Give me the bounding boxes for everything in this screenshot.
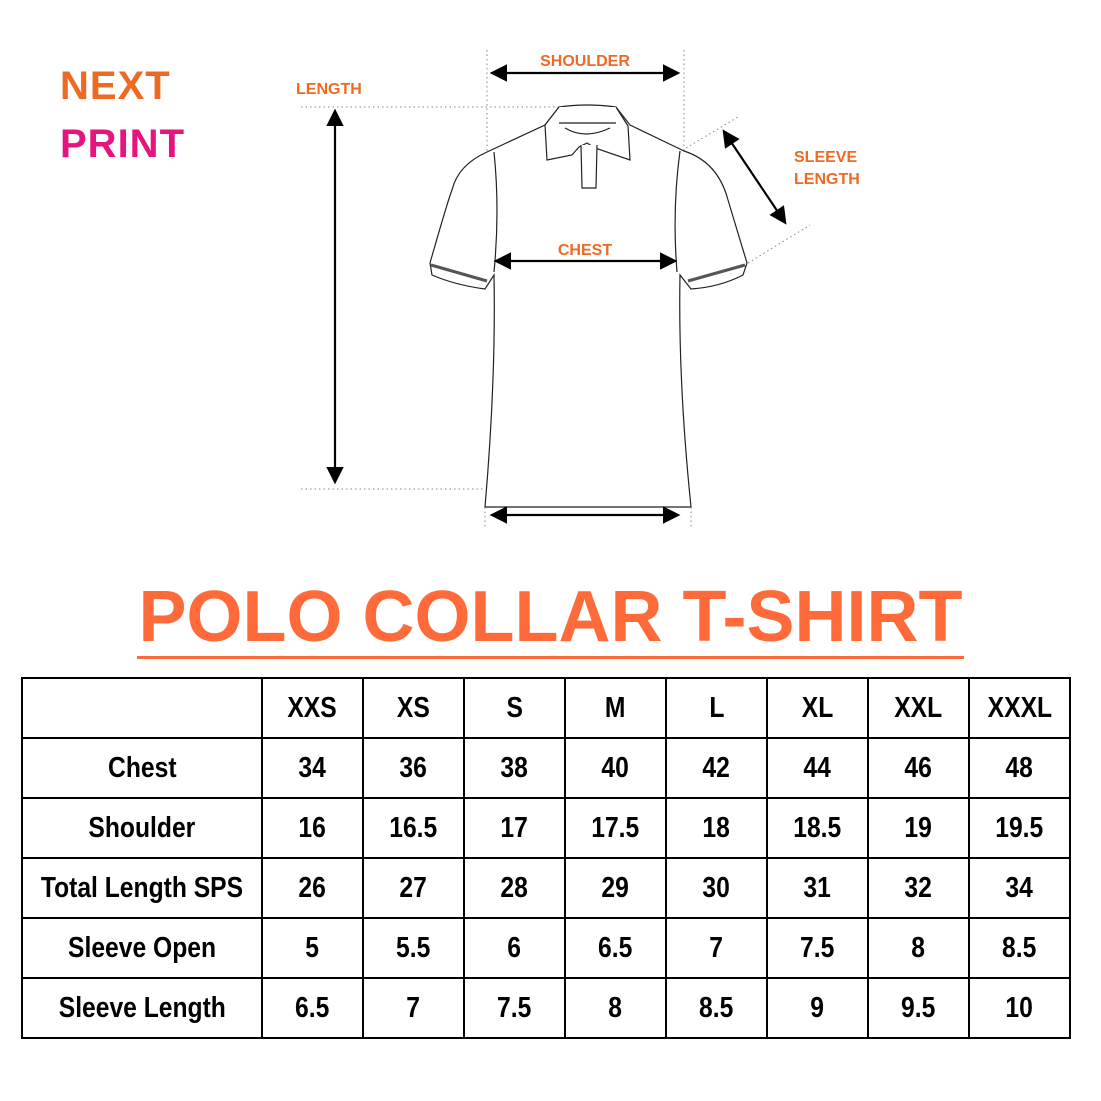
size-chart-table: XXS XS S M L XL XXL XXXL Chest 34 36 38 40 42… <box>21 677 1071 1039</box>
row-label: Chest <box>21 737 263 799</box>
table-cell: 46 <box>866 737 970 799</box>
table-cell: 6.5 <box>563 917 667 979</box>
table-cell: 5.5 <box>361 917 465 979</box>
guide-lines <box>301 50 811 528</box>
shirt-diagram: LENGTH SHOULDER CHEST SLEEVE LENGTH <box>296 50 860 528</box>
table-cell: 32 <box>866 857 970 919</box>
table-cell: 34 <box>260 737 364 799</box>
table-row: Sleeve Length 6.5 7 7.5 8 8.5 9 9.5 10 <box>21 977 1071 1039</box>
size-header: XS <box>361 677 465 739</box>
table-cell: 6 <box>462 917 566 979</box>
table-cell: 7 <box>361 977 465 1039</box>
table-cell: 18 <box>664 797 768 859</box>
table-cell: 18.5 <box>765 797 869 859</box>
table-cell: 36 <box>361 737 465 799</box>
table-cell: 19 <box>866 797 970 859</box>
table-cell: 9 <box>765 977 869 1039</box>
table-cell: 7.5 <box>765 917 869 979</box>
table-cell: 27 <box>361 857 465 919</box>
shirt-outline <box>429 104 748 508</box>
table-cell: 19.5 <box>967 797 1071 859</box>
table-cell: 10 <box>967 977 1071 1039</box>
table-row: Total Length SPS 26 27 28 29 30 31 32 34 <box>21 857 1071 919</box>
size-header: L <box>664 677 768 739</box>
row-label: Total Length SPS <box>21 857 263 919</box>
header-empty-cell <box>21 677 263 739</box>
size-header: XXXL <box>967 677 1071 739</box>
size-header: S <box>462 677 566 739</box>
length-label: LENGTH <box>296 81 362 98</box>
size-header: M <box>563 677 667 739</box>
table-cell: 8.5 <box>967 917 1071 979</box>
row-label: Sleeve Open <box>21 917 263 979</box>
size-header: XL <box>765 677 869 739</box>
table-cell: 17.5 <box>563 797 667 859</box>
table-cell: 8 <box>563 977 667 1039</box>
table-cell: 38 <box>462 737 566 799</box>
table-cell: 29 <box>563 857 667 919</box>
table-cell: 26 <box>260 857 364 919</box>
table-cell: 5 <box>260 917 364 979</box>
row-label: Sleeve Length <box>21 977 263 1039</box>
table-cell: 42 <box>664 737 768 799</box>
sleeve-label-line1: SLEEVE <box>794 149 857 166</box>
table-cell: 16 <box>260 797 364 859</box>
table-cell: 17 <box>462 797 566 859</box>
page-title: POLO COLLAR T-SHIRT <box>136 577 965 659</box>
table-cell: 9.5 <box>866 977 970 1039</box>
logo-print: PRINT <box>60 122 185 166</box>
table-row: Chest 34 36 38 40 42 44 46 48 <box>21 737 1071 799</box>
chest-label: CHEST <box>558 242 612 259</box>
table-cell: 44 <box>765 737 869 799</box>
row-label: Shoulder <box>21 797 263 859</box>
table-cell: 16.5 <box>361 797 465 859</box>
size-header: XXL <box>866 677 970 739</box>
table-cell: 30 <box>664 857 768 919</box>
measure-arrows <box>326 64 787 524</box>
table-cell: 31 <box>765 857 869 919</box>
table-cell: 28 <box>462 857 566 919</box>
table-cell: 8.5 <box>664 977 768 1039</box>
table-cell: 6.5 <box>260 977 364 1039</box>
sleeve-label-line2: LENGTH <box>794 171 860 188</box>
table-cell: 48 <box>967 737 1071 799</box>
logo-next: NEXT <box>60 64 171 108</box>
table-cell: 8 <box>866 917 970 979</box>
table-cell: 7 <box>664 917 768 979</box>
sleeve-length-arrow <box>722 129 787 225</box>
table-row: Shoulder 16 16.5 17 17.5 18 18.5 19 19.5 <box>21 797 1071 859</box>
table-cell: 7.5 <box>462 977 566 1039</box>
table-cell: 40 <box>563 737 667 799</box>
size-header: XXS <box>260 677 364 739</box>
shoulder-label: SHOULDER <box>540 53 630 70</box>
table-header-row: XXS XS S M L XL XXL XXXL <box>21 677 1071 739</box>
table-cell: 34 <box>967 857 1071 919</box>
table-row: Sleeve Open 5 5.5 6 6.5 7 7.5 8 8.5 <box>21 917 1071 979</box>
